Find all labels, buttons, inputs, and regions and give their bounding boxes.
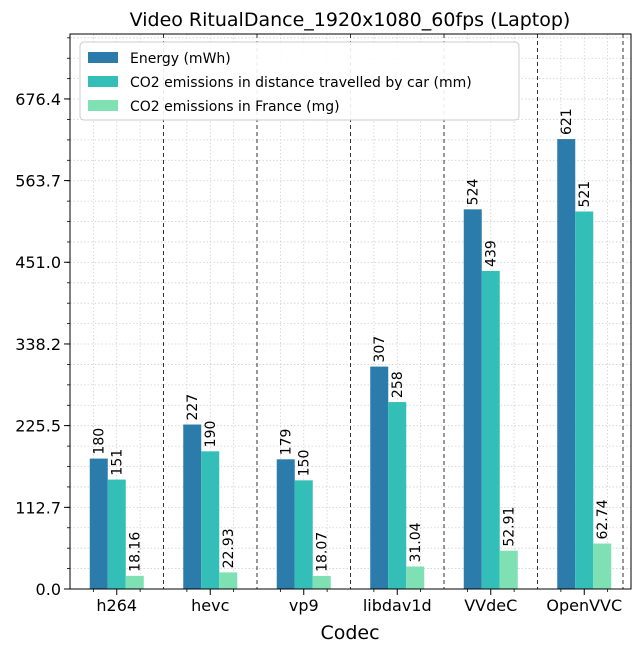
bar <box>370 366 389 589</box>
bar-value-label: 524 <box>466 179 482 206</box>
chart-title: Video RitualDance_1920x1080_60fps (Lapto… <box>130 9 571 31</box>
y-tick-label: 676.4 <box>15 90 61 109</box>
bar <box>481 270 500 589</box>
legend-box <box>79 41 520 121</box>
bar-value-label: 31.04 <box>408 522 424 562</box>
bar <box>183 424 202 589</box>
bar-value-label: 180 <box>92 428 108 455</box>
legend-swatch <box>88 52 118 63</box>
x-tick-label: VVdeC <box>464 596 517 615</box>
y-tick-label: 112.7 <box>15 498 61 517</box>
legend-entry: CO2 emissions in distance travelled by c… <box>130 75 472 91</box>
plot-frame <box>69 33 632 590</box>
y-axis: 0.0 112.7 225.5 338.2 451.0 563.7 676.4 <box>15 37 70 599</box>
x-tick-label: hevc <box>191 596 229 615</box>
bar <box>499 550 518 589</box>
bar <box>89 458 108 589</box>
legend-swatch <box>88 100 118 111</box>
y-tick-label: 451.0 <box>15 253 61 272</box>
bar <box>388 402 407 589</box>
bar-value-label: 621 <box>559 108 575 135</box>
bar-value-label: 307 <box>372 336 388 363</box>
bar-value-label: 179 <box>279 429 295 456</box>
bar-value-label: 52.91 <box>502 507 518 547</box>
bar-value-label: 18.16 <box>128 532 144 572</box>
y-tick-label: 0.0 <box>36 580 61 599</box>
bar <box>201 451 220 589</box>
bar <box>575 211 594 589</box>
bar <box>406 566 425 589</box>
bar-value-label: 150 <box>297 450 313 477</box>
bar <box>463 209 482 590</box>
bars <box>89 139 612 590</box>
y-tick-label: 338.2 <box>15 335 61 354</box>
bar <box>294 480 313 589</box>
x-tick-label: h264 <box>96 596 137 615</box>
bar-value-label: 22.93 <box>221 528 237 568</box>
bar-labels: 180 227 179 307 524 621 151 190 150 258 439 521 18.1… <box>92 108 612 572</box>
bar-value-label: 227 <box>185 394 201 421</box>
bar <box>125 575 144 589</box>
bar-value-label: 190 <box>203 421 219 448</box>
x-tick-label: OpenVVC <box>546 596 622 615</box>
bar <box>557 139 576 589</box>
y-tick-label: 563.7 <box>15 172 61 191</box>
x-tick-label: vp9 <box>289 596 319 615</box>
x-axis-label: Codec <box>320 622 379 644</box>
bar-value-label: 62.74 <box>595 499 611 539</box>
bar-value-label: 151 <box>110 449 126 476</box>
x-tick-label: libdav1d <box>363 596 432 615</box>
y-tick-label: 225.5 <box>15 417 61 436</box>
bar-value-label: 439 <box>484 240 500 267</box>
legend-swatch <box>88 76 118 87</box>
legend-entry: CO2 emissions in France (mg) <box>130 99 340 115</box>
x-axis: h264 hevc vp9 libdav1d VVdeC OpenVVC <box>92 589 622 615</box>
bar <box>107 479 126 589</box>
bar <box>219 572 238 589</box>
legend-entry: Energy (mWh) <box>130 51 231 67</box>
legend: Energy (mWh) CO2 emissions in distance tr… <box>79 41 520 121</box>
bar <box>593 543 612 589</box>
bar-value-label: 521 <box>577 181 593 208</box>
category-separators <box>163 34 624 589</box>
bar <box>312 575 331 589</box>
bar <box>276 459 295 589</box>
bar-value-label: 18.07 <box>315 532 331 572</box>
bar-value-label: 258 <box>390 371 406 398</box>
